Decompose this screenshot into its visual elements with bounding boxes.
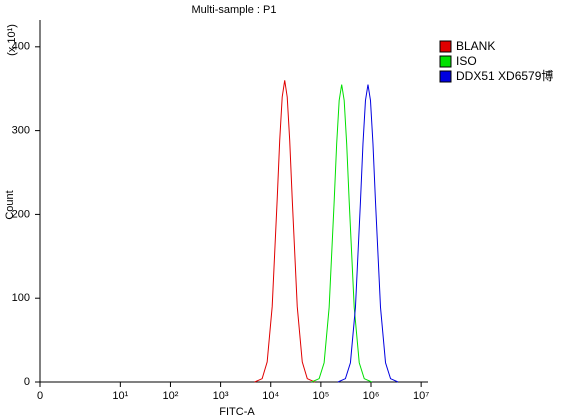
y-tick-label: 100	[12, 292, 30, 304]
histogram-line	[337, 84, 399, 383]
y-tick-label: 300	[12, 125, 30, 137]
x-axis-title: FITC-A	[219, 406, 255, 418]
legend-label: BLANK	[456, 39, 495, 53]
chart-title: Multi-sample : P1	[192, 4, 277, 16]
legend-swatch	[439, 70, 452, 83]
legend-swatch	[439, 40, 452, 53]
x-tick-label: 10⁵	[312, 390, 329, 402]
x-tick-label: 10¹	[112, 390, 128, 402]
legend-swatch	[439, 55, 452, 68]
y-tick-label: 0	[24, 376, 30, 388]
legend-label: ISO	[456, 54, 477, 68]
y-multiplier: (x 10¹)	[6, 24, 18, 56]
y-tick-label: 200	[12, 208, 30, 220]
y-axis-title: Count	[4, 190, 16, 219]
x-tick-label: 10⁶	[363, 390, 380, 402]
x-tick-label: 10²	[163, 390, 179, 402]
x-tick-label: 10⁷	[413, 390, 429, 402]
y-tick-label: 400	[12, 41, 30, 53]
x-tick-label: 10³	[213, 390, 229, 402]
x-tick-label: 10⁴	[262, 390, 279, 402]
x-tick-label: 0	[37, 390, 43, 402]
histogram-line	[254, 80, 315, 383]
histogram-line	[311, 84, 372, 383]
legend-label: DDX51 XD6579博	[456, 68, 553, 83]
